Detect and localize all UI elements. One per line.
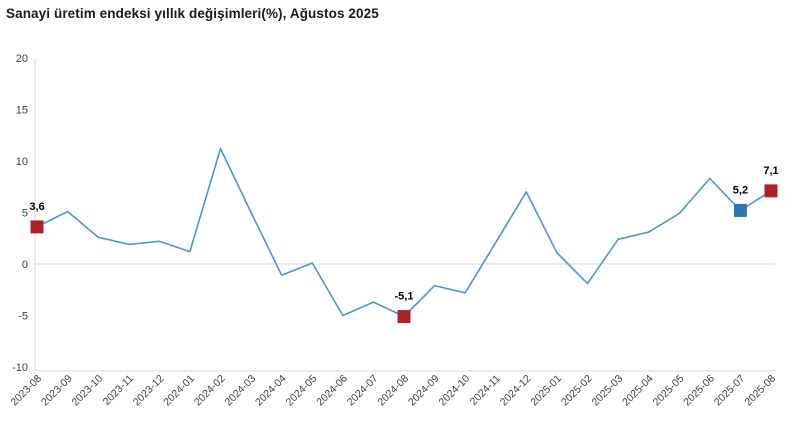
data-marker — [733, 203, 747, 217]
x-tick-label: 2025-08 — [742, 373, 778, 409]
x-tick-label: 2025-01 — [528, 373, 564, 409]
data-label: 7,1 — [763, 165, 778, 177]
y-tick-label: 15 — [16, 105, 28, 117]
x-tick-label: 2025-02 — [559, 373, 595, 409]
y-tick-label: 0 — [22, 259, 28, 271]
x-tick-label: 2024-09 — [406, 373, 442, 409]
y-tick-label: -10 — [12, 362, 28, 374]
x-tick-label: 2024-08 — [375, 373, 411, 409]
y-tick-label: 20 — [16, 53, 28, 65]
x-tick-label: 2024-07 — [345, 373, 381, 409]
x-tick-label: 2024-01 — [161, 373, 197, 409]
data-label: -5,1 — [395, 291, 414, 303]
x-tick-label: 2024-11 — [468, 373, 503, 408]
y-tick-label: 10 — [16, 156, 28, 168]
x-tick-label: 2024-06 — [314, 373, 350, 409]
x-tick-label: 2025-04 — [620, 373, 656, 409]
data-marker — [30, 220, 44, 234]
data-marker — [397, 310, 411, 324]
y-tick-label: 5 — [22, 208, 28, 220]
data-label: 5,2 — [733, 184, 748, 196]
x-tick-label: 2023-12 — [131, 373, 167, 409]
x-tick-label: 2025-07 — [712, 373, 748, 409]
x-tick-label: 2024-03 — [222, 373, 258, 409]
x-tick-label: 2024-02 — [192, 373, 228, 409]
x-tick-label: 2023-11 — [101, 373, 136, 408]
x-tick-label: 2024-10 — [437, 373, 473, 409]
x-tick-label: 2025-03 — [589, 373, 625, 409]
x-tick-label: 2025-06 — [681, 373, 717, 409]
x-tick-label: 2024-05 — [284, 373, 320, 409]
chart-title: Sanayi üretim endeksi yıllık değişimleri… — [6, 6, 379, 21]
x-tick-label: 2023-10 — [70, 373, 106, 409]
x-tick-label: 2023-09 — [39, 373, 75, 409]
x-tick-label: 2024-12 — [498, 373, 534, 409]
data-label: 3,6 — [29, 201, 44, 213]
x-tick-label: 2023-08 — [8, 373, 44, 409]
data-marker — [764, 184, 778, 198]
x-tick-label: 2024-04 — [253, 373, 289, 409]
x-tick-label: 2025-05 — [651, 373, 687, 409]
y-tick-label: -5 — [18, 311, 28, 323]
